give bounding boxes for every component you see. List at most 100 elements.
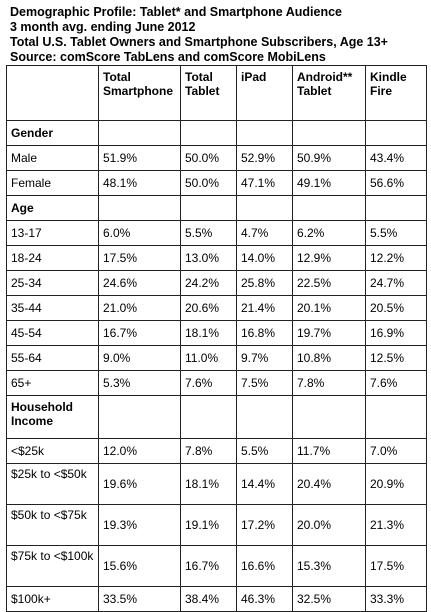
value-cell: 52.9% — [236, 145, 293, 171]
row-label: Male — [6, 145, 99, 171]
value-cell: 12.5% — [365, 345, 427, 371]
value-cell: 5.5% — [365, 220, 427, 246]
value-cell: 10.8% — [292, 345, 366, 371]
column-header: iPad — [236, 65, 293, 121]
value-cell: 19.3% — [98, 504, 181, 546]
value-cell: 5.3% — [98, 370, 181, 396]
section-header-row: Age — [6, 195, 427, 221]
value-cell: 20.6% — [180, 295, 237, 321]
value-cell: 15.3% — [292, 545, 366, 587]
value-cell: 33.3% — [365, 586, 427, 612]
value-cell: 50.0% — [180, 170, 237, 196]
value-cell: 24.7% — [365, 270, 427, 296]
empty-cell — [98, 395, 181, 439]
table-row: $25k to <$50k 19.6% 18.1% 14.4% 20.4% 20.9% — [6, 463, 427, 505]
row-label: 55-64 — [6, 345, 99, 371]
value-cell: 50.9% — [292, 145, 366, 171]
value-cell: 22.5% — [292, 270, 366, 296]
value-cell: 50.0% — [180, 145, 237, 171]
empty-cell — [365, 120, 427, 146]
value-cell: 49.1% — [292, 170, 366, 196]
empty-cell — [292, 195, 366, 221]
section-title: Gender — [6, 120, 99, 146]
value-cell: 17.5% — [98, 245, 181, 271]
value-cell: 20.5% — [365, 295, 427, 321]
row-label: $50k to <$75k — [6, 504, 99, 546]
empty-cell — [236, 195, 293, 221]
table-row: Male 51.9% 50.0% 52.9% 50.9% 43.4% — [6, 145, 427, 171]
value-cell: 15.6% — [98, 545, 181, 587]
value-cell: 25.8% — [236, 270, 293, 296]
title-line-3: Total U.S. Tablet Owners and Smartphone … — [10, 35, 388, 49]
empty-cell — [365, 395, 427, 439]
table-body: Total Smartphone Total Tablet iPad Android*… — [6, 65, 427, 612]
value-cell: 17.2% — [236, 504, 293, 546]
table-row: 65+ 5.3% 7.6% 7.5% 7.8% 7.6% — [6, 370, 427, 396]
table-row: 55-64 9.0% 11.0% 9.7% 10.8% 12.5% — [6, 345, 427, 371]
value-cell: 20.0% — [292, 504, 366, 546]
empty-cell — [98, 120, 181, 146]
row-label: Female — [6, 170, 99, 196]
section-title: Age — [6, 195, 99, 221]
value-cell: 19.7% — [292, 320, 366, 346]
value-cell: 16.9% — [365, 320, 427, 346]
value-cell: 20.9% — [365, 463, 427, 505]
value-cell: 6.0% — [98, 220, 181, 246]
value-cell: 9.7% — [236, 345, 293, 371]
row-label: 13-17 — [6, 220, 99, 246]
value-cell: 12.0% — [98, 438, 181, 464]
value-cell: 6.2% — [292, 220, 366, 246]
value-cell: 21.3% — [365, 504, 427, 546]
value-cell: 18.1% — [180, 463, 237, 505]
value-cell: 24.6% — [98, 270, 181, 296]
value-cell: 47.1% — [236, 170, 293, 196]
table-row: 35-44 21.0% 20.6% 21.4% 20.1% 20.5% — [6, 295, 427, 321]
value-cell: 19.6% — [98, 463, 181, 505]
empty-cell — [98, 195, 181, 221]
value-cell: 7.8% — [180, 438, 237, 464]
value-cell: 48.1% — [98, 170, 181, 196]
empty-cell — [292, 395, 366, 439]
value-cell: 16.8% — [236, 320, 293, 346]
table-row: $75k to <$100k 15.6% 16.7% 16.6% 15.3% 17.5% — [6, 545, 427, 587]
row-label: 18-24 — [6, 245, 99, 271]
value-cell: 13.0% — [180, 245, 237, 271]
empty-cell — [236, 120, 293, 146]
title-line-2: 3 month avg. ending June 2012 — [10, 20, 196, 34]
section-header-row: Gender — [6, 120, 427, 146]
column-header: Android** Tablet — [292, 65, 366, 121]
value-cell: 20.4% — [292, 463, 366, 505]
value-cell: 21.4% — [236, 295, 293, 321]
row-label: <$25k — [6, 438, 99, 464]
value-cell: 9.0% — [98, 345, 181, 371]
value-cell: 14.4% — [236, 463, 293, 505]
value-cell: 7.5% — [236, 370, 293, 396]
table-header: Demographic Profile: Tablet* and Smartph… — [6, 5, 426, 65]
column-header-row: Total Smartphone Total Tablet iPad Android*… — [6, 65, 427, 121]
value-cell: 7.8% — [292, 370, 366, 396]
table-row: 18-24 17.5% 13.0% 14.0% 12.9% 12.2% — [6, 245, 427, 271]
source-line: Source: comScore TabLens and comScore Mo… — [10, 50, 326, 64]
value-cell: 17.5% — [365, 545, 427, 587]
value-cell: 19.1% — [180, 504, 237, 546]
empty-cell — [180, 120, 237, 146]
column-header: Total Tablet — [180, 65, 237, 121]
demographic-table: Total Smartphone Total Tablet iPad Android*… — [6, 65, 427, 612]
value-cell: 51.9% — [98, 145, 181, 171]
value-cell: 7.6% — [365, 370, 427, 396]
table-row: 25-34 24.6% 24.2% 25.8% 22.5% 24.7% — [6, 270, 427, 296]
empty-cell — [180, 395, 237, 439]
value-cell: 16.7% — [98, 320, 181, 346]
title-line-1: Demographic Profile: Tablet* and Smartph… — [10, 5, 342, 19]
row-label: 25-34 — [6, 270, 99, 296]
row-label: 35-44 — [6, 295, 99, 321]
demographic-table-container: Demographic Profile: Tablet* and Smartph… — [6, 5, 427, 612]
table-row: $100k+ 33.5% 38.4% 46.3% 32.5% 33.3% — [6, 586, 427, 612]
column-header: Total Smartphone — [98, 65, 181, 121]
value-cell: 12.9% — [292, 245, 366, 271]
value-cell: 43.4% — [365, 145, 427, 171]
value-cell: 7.6% — [180, 370, 237, 396]
column-header — [6, 65, 99, 121]
value-cell: 33.5% — [98, 586, 181, 612]
value-cell: 11.0% — [180, 345, 237, 371]
